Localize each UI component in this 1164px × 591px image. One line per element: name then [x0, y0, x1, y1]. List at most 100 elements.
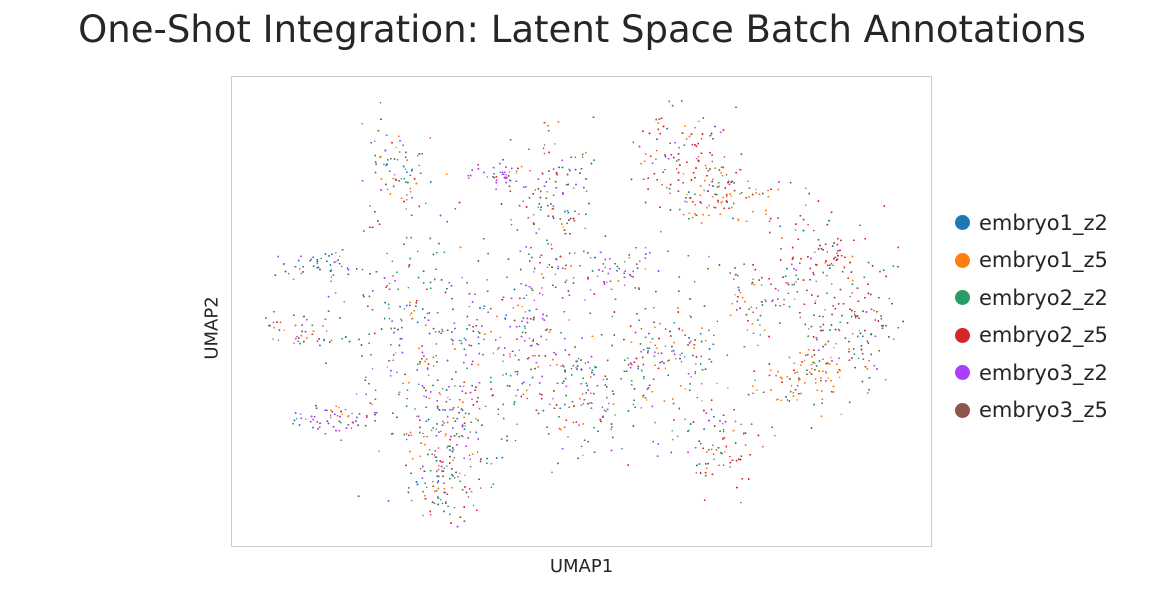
scatter-point — [722, 422, 724, 425]
scatter-point — [391, 260, 394, 263]
scatter-point — [783, 298, 785, 301]
scatter-point — [418, 164, 420, 167]
scatter-point — [729, 466, 731, 468]
scatter-point — [639, 260, 641, 262]
scatter-point — [541, 287, 543, 289]
scatter-point — [645, 399, 648, 401]
scatter-point — [486, 279, 488, 281]
scatter-point — [664, 168, 666, 171]
scatter-point — [287, 272, 290, 275]
scatter-point — [506, 177, 508, 179]
scatter-point — [532, 338, 535, 341]
scatter-point — [708, 255, 710, 258]
scatter-point — [657, 352, 659, 354]
scatter-point — [410, 434, 413, 436]
scatter-point — [689, 314, 691, 317]
scatter-point — [627, 357, 629, 360]
scatter-point — [826, 274, 828, 277]
scatter-point — [467, 496, 470, 498]
scatter-point — [444, 435, 447, 437]
scatter-point — [389, 375, 392, 377]
scatter-point — [606, 281, 608, 284]
scatter-point — [441, 420, 444, 423]
scatter-point — [518, 349, 521, 352]
scatter-point — [545, 338, 548, 341]
scatter-point — [589, 289, 592, 291]
scatter-point — [868, 360, 870, 362]
scatter-point — [671, 350, 673, 352]
scatter-point — [432, 356, 435, 358]
scatter-point — [684, 418, 686, 420]
scatter-point — [734, 294, 736, 296]
scatter-point — [711, 160, 714, 163]
scatter-point — [722, 429, 725, 431]
scatter-point — [653, 306, 655, 309]
scatter-point — [423, 395, 425, 397]
scatter-point — [394, 352, 397, 354]
scatter-point — [803, 359, 806, 362]
scatter-point — [431, 453, 433, 455]
scatter-point — [405, 208, 407, 210]
scatter-point — [441, 469, 443, 471]
scatter-point — [683, 355, 686, 358]
scatter-point — [712, 453, 715, 455]
scatter-point — [796, 399, 799, 401]
chart-title: One-Shot Integration: Latent Space Batch… — [78, 8, 1086, 51]
scatter-point — [402, 382, 404, 385]
scatter-point — [717, 201, 719, 204]
scatter-point — [441, 470, 443, 473]
scatter-point — [557, 265, 559, 267]
scatter-point — [502, 360, 504, 362]
scatter-point — [406, 397, 408, 400]
scatter-point — [644, 153, 647, 155]
scatter-point — [355, 393, 358, 395]
scatter-point — [335, 260, 337, 263]
scatter-point — [793, 298, 796, 301]
scatter-point — [383, 163, 385, 166]
scatter-point — [441, 387, 444, 390]
scatter-point — [430, 429, 433, 432]
scatter-point — [316, 262, 318, 265]
scatter-point — [484, 405, 487, 408]
scatter-point — [509, 356, 511, 358]
scatter-point — [710, 448, 713, 450]
scatter-point — [756, 389, 758, 391]
scatter-point — [722, 196, 724, 199]
scatter-point — [497, 413, 500, 415]
scatter-point — [623, 284, 626, 287]
scatter-point — [664, 367, 667, 369]
scatter-point — [416, 415, 418, 418]
scatter-point — [755, 307, 758, 309]
scatter-point — [584, 227, 586, 230]
scatter-point — [649, 341, 652, 343]
scatter-point — [422, 514, 424, 517]
scatter-point — [373, 140, 376, 142]
scatter-point — [378, 450, 380, 453]
scatter-point — [581, 393, 584, 395]
scatter-point — [447, 396, 449, 399]
scatter-point — [295, 418, 298, 420]
scatter-point — [814, 378, 817, 380]
scatter-point — [578, 213, 580, 215]
scatter-point — [727, 387, 729, 389]
scatter-point — [533, 299, 536, 302]
scatter-point — [640, 163, 642, 165]
scatter-point — [696, 396, 699, 399]
scatter-point — [434, 331, 437, 333]
scatter-point — [574, 252, 576, 254]
scatter-point — [496, 315, 498, 318]
scatter-point — [686, 193, 688, 196]
scatter-point — [762, 445, 764, 448]
scatter-point — [510, 223, 513, 226]
scatter-point — [680, 360, 683, 363]
scatter-point — [552, 398, 554, 400]
scatter-point — [469, 431, 472, 433]
scatter-point — [644, 246, 647, 249]
scatter-point — [693, 280, 696, 283]
scatter-point — [700, 202, 703, 205]
scatter-point — [395, 146, 397, 149]
scatter-point — [459, 472, 461, 474]
scatter-point — [405, 438, 408, 441]
scatter-point — [512, 306, 515, 309]
